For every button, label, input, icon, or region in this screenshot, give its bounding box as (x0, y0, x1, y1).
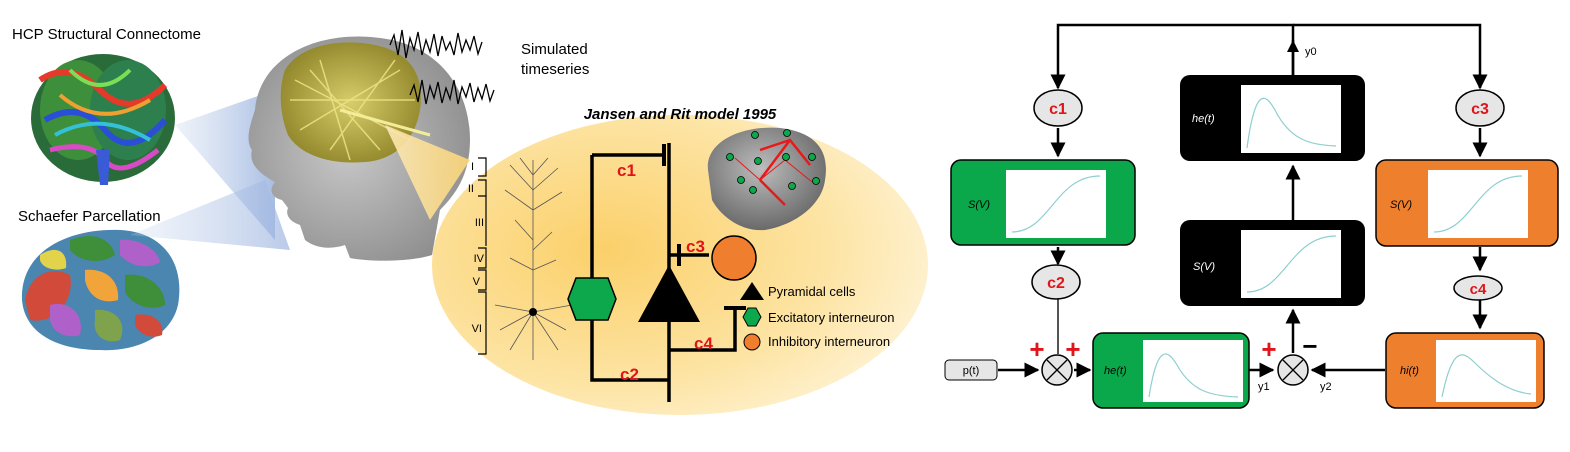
cortical-layers (478, 157, 487, 355)
plus-1: + (1029, 334, 1044, 364)
plus-2: + (1065, 334, 1080, 364)
layer-II: II (468, 183, 474, 195)
plus-3: + (1261, 334, 1276, 364)
layer-III: III (475, 217, 484, 229)
y0-arrowhead (1287, 40, 1299, 52)
sv-label-right: S(V) (1390, 199, 1412, 211)
schaefer-title: Schaefer Parcellation (18, 208, 161, 225)
y1-label: y1 (1258, 381, 1270, 393)
sim-label-2: timeseries (521, 61, 589, 78)
legend-inhibitory-icon (743, 333, 761, 351)
sim-label-1: Simulated (521, 41, 588, 58)
layer-V: V (473, 276, 481, 288)
block-c3-node (1455, 89, 1505, 127)
sv-plot-left (1006, 170, 1106, 238)
block-c4: c4 (1470, 281, 1487, 298)
block-c1: c1 (1049, 101, 1067, 118)
sv-plot-mid (1241, 230, 1341, 298)
legend-excitatory-icon (742, 307, 762, 327)
he-plot-top (1241, 85, 1341, 153)
beam-parcellation (130, 180, 290, 250)
block-c4-node (1453, 275, 1503, 301)
jr-c3: c3 (686, 237, 705, 256)
pyramidal-neuron-drawing (494, 157, 573, 360)
block-c2-node (1031, 264, 1081, 300)
beam-zoom (385, 125, 470, 220)
pyramidal-triangle (638, 265, 700, 322)
he-curve-top (1246, 97, 1337, 149)
hcp-title: HCP Structural Connectome (12, 26, 201, 43)
block-c2: c2 (1047, 275, 1065, 292)
block-c1-node (1033, 89, 1083, 127)
hi-label: hi(t) (1400, 365, 1419, 377)
sv-curve-left (1011, 175, 1101, 233)
sum-junction-2-x (1282, 359, 1304, 381)
layer-IV: IV (474, 253, 485, 265)
sv-curve-right (1433, 175, 1523, 233)
sum-junction-1-x (1046, 359, 1068, 381)
excitatory-hexagon (567, 277, 617, 321)
brain-nodes-image (707, 127, 826, 231)
he-label-bottom: he(t) (1104, 365, 1127, 377)
layer-I: I (471, 161, 474, 173)
he-label-top: he(t) (1192, 113, 1215, 125)
sv-label-left: S(V) (968, 199, 990, 211)
y0-label: y0 (1305, 46, 1317, 58)
legend-pyramidal: Pyramidal cells (768, 284, 856, 299)
legend-pyramidal-icon (740, 282, 764, 300)
he-curve-bottom (1148, 353, 1239, 398)
parcellation-image (21, 229, 180, 351)
inhibitory-circle (711, 235, 757, 281)
sv-curve-mid (1246, 235, 1337, 293)
sv-label-mid: S(V) (1193, 261, 1215, 273)
y2-label: y2 (1320, 381, 1332, 393)
jr-c2: c2 (620, 365, 639, 384)
pt-box (944, 359, 998, 381)
head-model (248, 36, 470, 261)
hi-curve (1441, 354, 1532, 398)
he-plot-bottom (1143, 340, 1243, 402)
legend-excitatory: Excitatory interneuron (768, 310, 894, 325)
legend-inhibitory: Inhibitory interneuron (768, 334, 890, 349)
jr-title: Jansen and Rit model 1995 (584, 106, 777, 123)
connectome-image (31, 54, 175, 185)
sv-plot-right (1428, 170, 1528, 238)
jr-c4: c4 (694, 334, 713, 353)
layer-VI: VI (472, 323, 482, 335)
minus-1: − (1302, 331, 1317, 361)
block-c3: c3 (1471, 101, 1489, 118)
timeseries-waves (389, 29, 495, 105)
jr-c1: c1 (617, 161, 636, 180)
pt-label: p(t) (963, 365, 980, 377)
neuron-soma (529, 308, 537, 316)
